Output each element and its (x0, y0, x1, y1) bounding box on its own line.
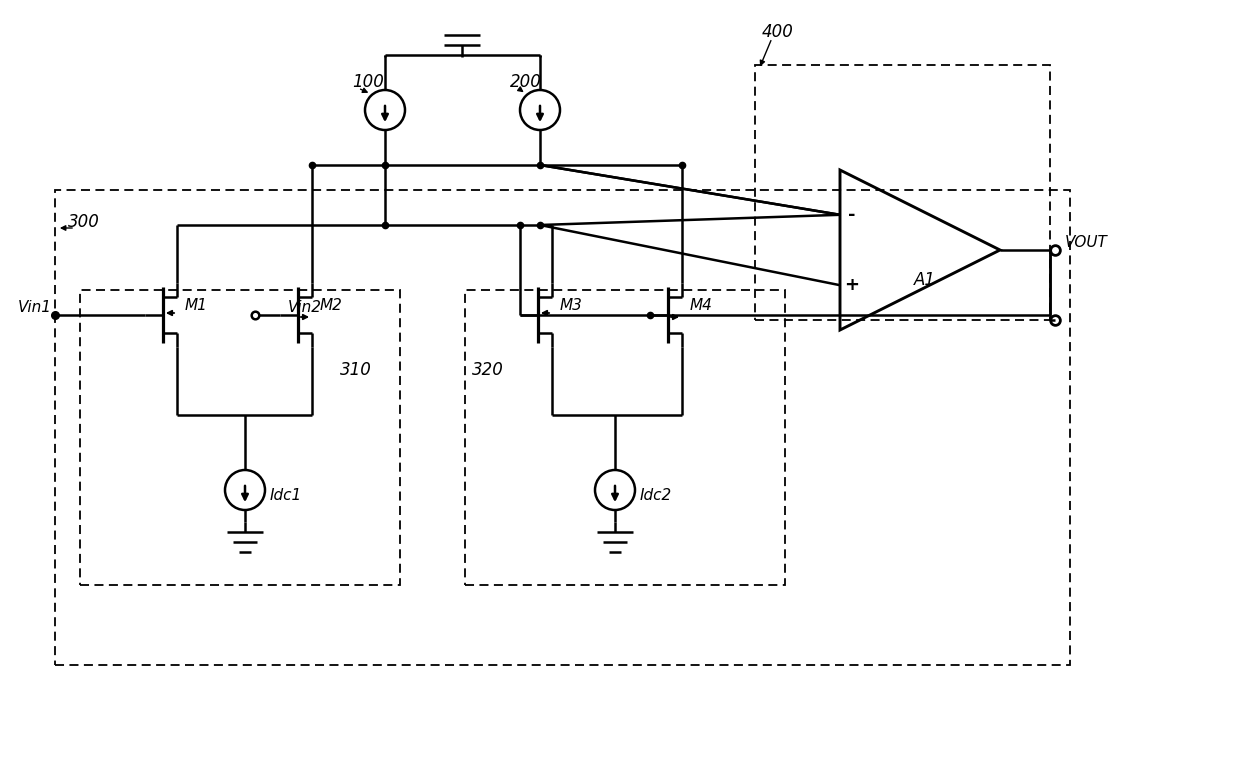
Text: M4: M4 (689, 297, 713, 313)
Text: Vin1: Vin1 (19, 300, 52, 314)
Text: A1: A1 (914, 271, 936, 289)
Text: +: + (844, 276, 859, 294)
Bar (55, 190, 1070, 665)
Text: -: - (848, 206, 856, 224)
Text: M3: M3 (560, 297, 583, 313)
Text: 320: 320 (472, 361, 503, 379)
Bar (755, 65, 1050, 320)
Bar (465, 290, 785, 585)
Text: Vin2: Vin2 (288, 300, 322, 314)
Text: M2: M2 (320, 297, 343, 313)
Text: 100: 100 (352, 73, 384, 91)
Bar (81, 290, 401, 585)
Text: M1: M1 (185, 297, 208, 313)
Text: 310: 310 (340, 361, 372, 379)
Text: 300: 300 (68, 213, 100, 231)
Text: 400: 400 (763, 23, 794, 41)
Text: Idc2: Idc2 (640, 487, 672, 503)
Text: 200: 200 (510, 73, 542, 91)
Text: VOUT: VOUT (1065, 235, 1107, 249)
Text: Idc1: Idc1 (270, 487, 303, 503)
